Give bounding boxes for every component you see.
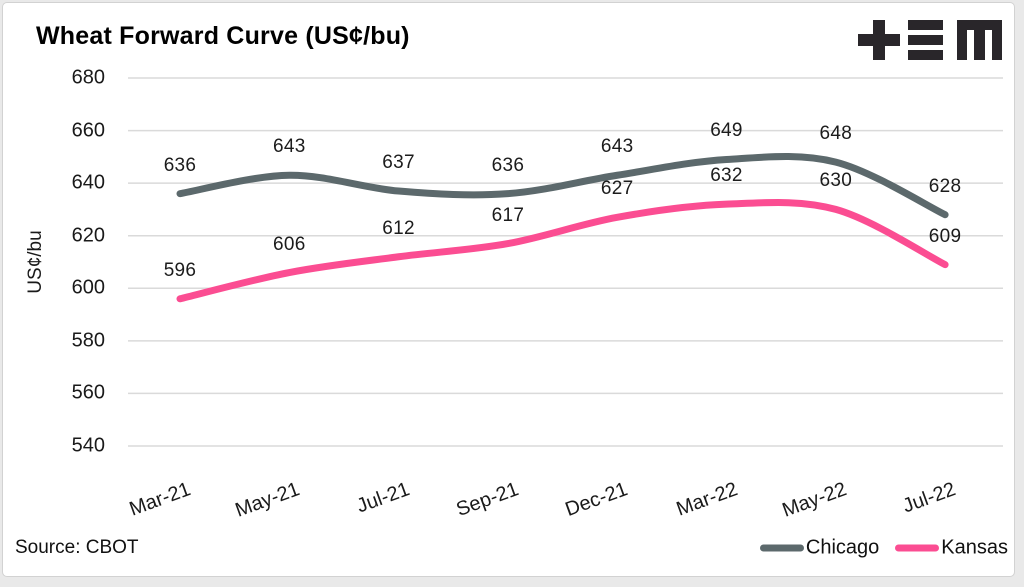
data-label-chicago: 643 bbox=[272, 136, 306, 158]
data-label-kansas: 606 bbox=[272, 233, 306, 255]
data-label-kansas: 630 bbox=[819, 170, 853, 192]
source-note: Source: CBOT bbox=[15, 537, 139, 558]
y-tick-label: 560 bbox=[71, 381, 105, 404]
data-label-chicago: 649 bbox=[710, 120, 743, 142]
data-label-chicago: 636 bbox=[163, 154, 197, 176]
y-tick-label: 540 bbox=[71, 434, 105, 457]
legend: Chicago Kansas bbox=[759, 536, 1008, 560]
data-label-kansas: 612 bbox=[382, 217, 415, 239]
legend-item-chicago: Chicago bbox=[759, 536, 880, 560]
legend-label: Kansas bbox=[941, 536, 1008, 559]
legend-item-kansas: Kansas bbox=[895, 537, 1008, 560]
y-tick-label: 660 bbox=[71, 119, 105, 142]
y-tick-label: 640 bbox=[71, 171, 105, 194]
data-label-kansas: 632 bbox=[710, 165, 743, 187]
data-label-kansas: 627 bbox=[600, 178, 634, 200]
chart-title: Wheat Forward Curve (US¢/bu) bbox=[36, 22, 410, 50]
data-label-chicago: 637 bbox=[382, 152, 415, 174]
data-label-chicago: 648 bbox=[819, 123, 853, 145]
tem-logo-icon bbox=[858, 20, 1002, 60]
data-label-kansas: 596 bbox=[163, 259, 197, 281]
legend-swatch-chicago bbox=[759, 544, 804, 552]
y-tick-label: 620 bbox=[71, 224, 105, 247]
data-label-chicago: 643 bbox=[600, 136, 634, 158]
legend-swatch-kansas bbox=[895, 544, 940, 552]
y-axis-title: US¢/bu bbox=[25, 230, 46, 294]
data-label-chicago: 636 bbox=[491, 154, 525, 176]
legend-label: Chicago bbox=[805, 536, 880, 559]
y-tick-label: 580 bbox=[71, 329, 105, 352]
data-label-kansas: 609 bbox=[928, 225, 962, 247]
data-label-chicago: 628 bbox=[928, 175, 962, 197]
y-tick-label: 600 bbox=[71, 276, 105, 299]
data-label-kansas: 617 bbox=[491, 204, 525, 226]
y-tick-label: 680 bbox=[71, 66, 105, 89]
